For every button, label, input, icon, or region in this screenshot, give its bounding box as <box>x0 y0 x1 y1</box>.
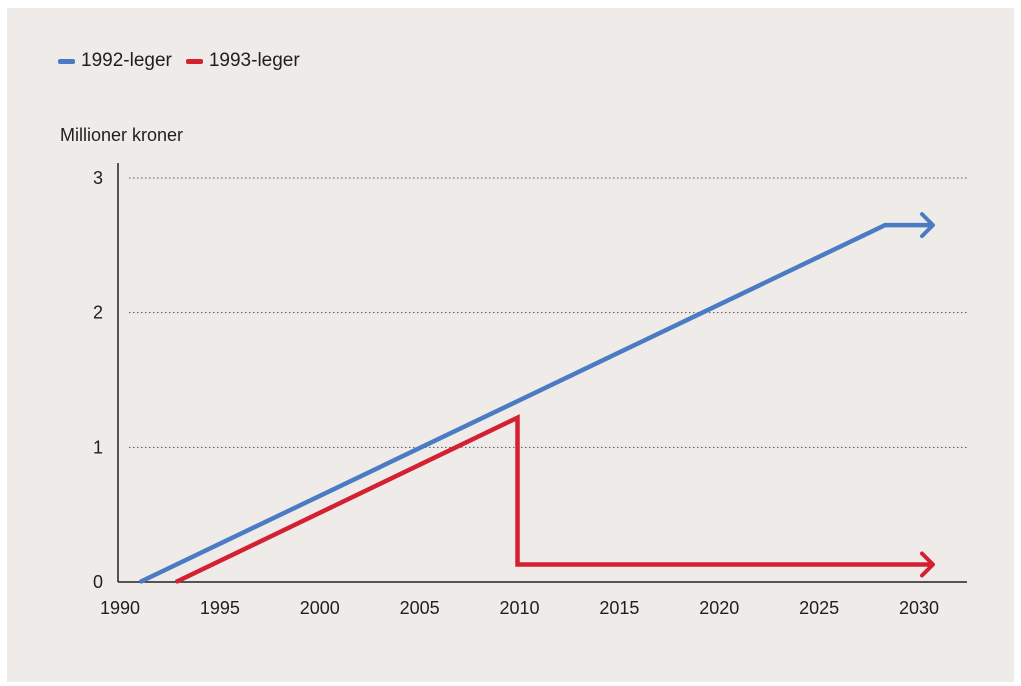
x-tick-label-2020: 2020 <box>699 598 739 618</box>
legend-label-1993: 1993-leger <box>208 50 300 71</box>
x-tick-label-2025: 2025 <box>799 598 839 618</box>
legend: 1992-leger 1993-leger <box>58 50 314 72</box>
chart-panel <box>7 8 1014 682</box>
x-tick-label-2000: 2000 <box>300 598 340 618</box>
legend-swatch-1993 <box>185 58 203 64</box>
x-tick-label-2010: 2010 <box>499 598 539 618</box>
y-axis-label: Millioner kroner <box>60 125 184 145</box>
x-tick-label-2005: 2005 <box>400 598 440 618</box>
legend-item-1992: 1992-leger <box>58 50 172 72</box>
legend-swatch-1992 <box>58 58 75 64</box>
series-arrow-1 <box>919 551 935 578</box>
x-tick-label-1995: 1995 <box>200 598 240 618</box>
x-tick-label-2015: 2015 <box>599 598 639 618</box>
legend-label-1992: 1992-leger <box>81 50 172 71</box>
y-tick-label-0: 0 <box>93 572 103 592</box>
y-tick-label-2: 2 <box>93 303 103 323</box>
legend-item-1993: 1993-leger <box>185 50 300 72</box>
series-arrow-0 <box>919 212 935 239</box>
series-line-1 <box>174 414 933 585</box>
x-tick-label-2030: 2030 <box>899 598 939 618</box>
y-tick-label-1: 1 <box>93 437 103 457</box>
x-tick-label-1990: 1990 <box>100 598 140 618</box>
series-line-0 <box>139 222 933 585</box>
y-tick-label-3: 3 <box>93 168 103 188</box>
